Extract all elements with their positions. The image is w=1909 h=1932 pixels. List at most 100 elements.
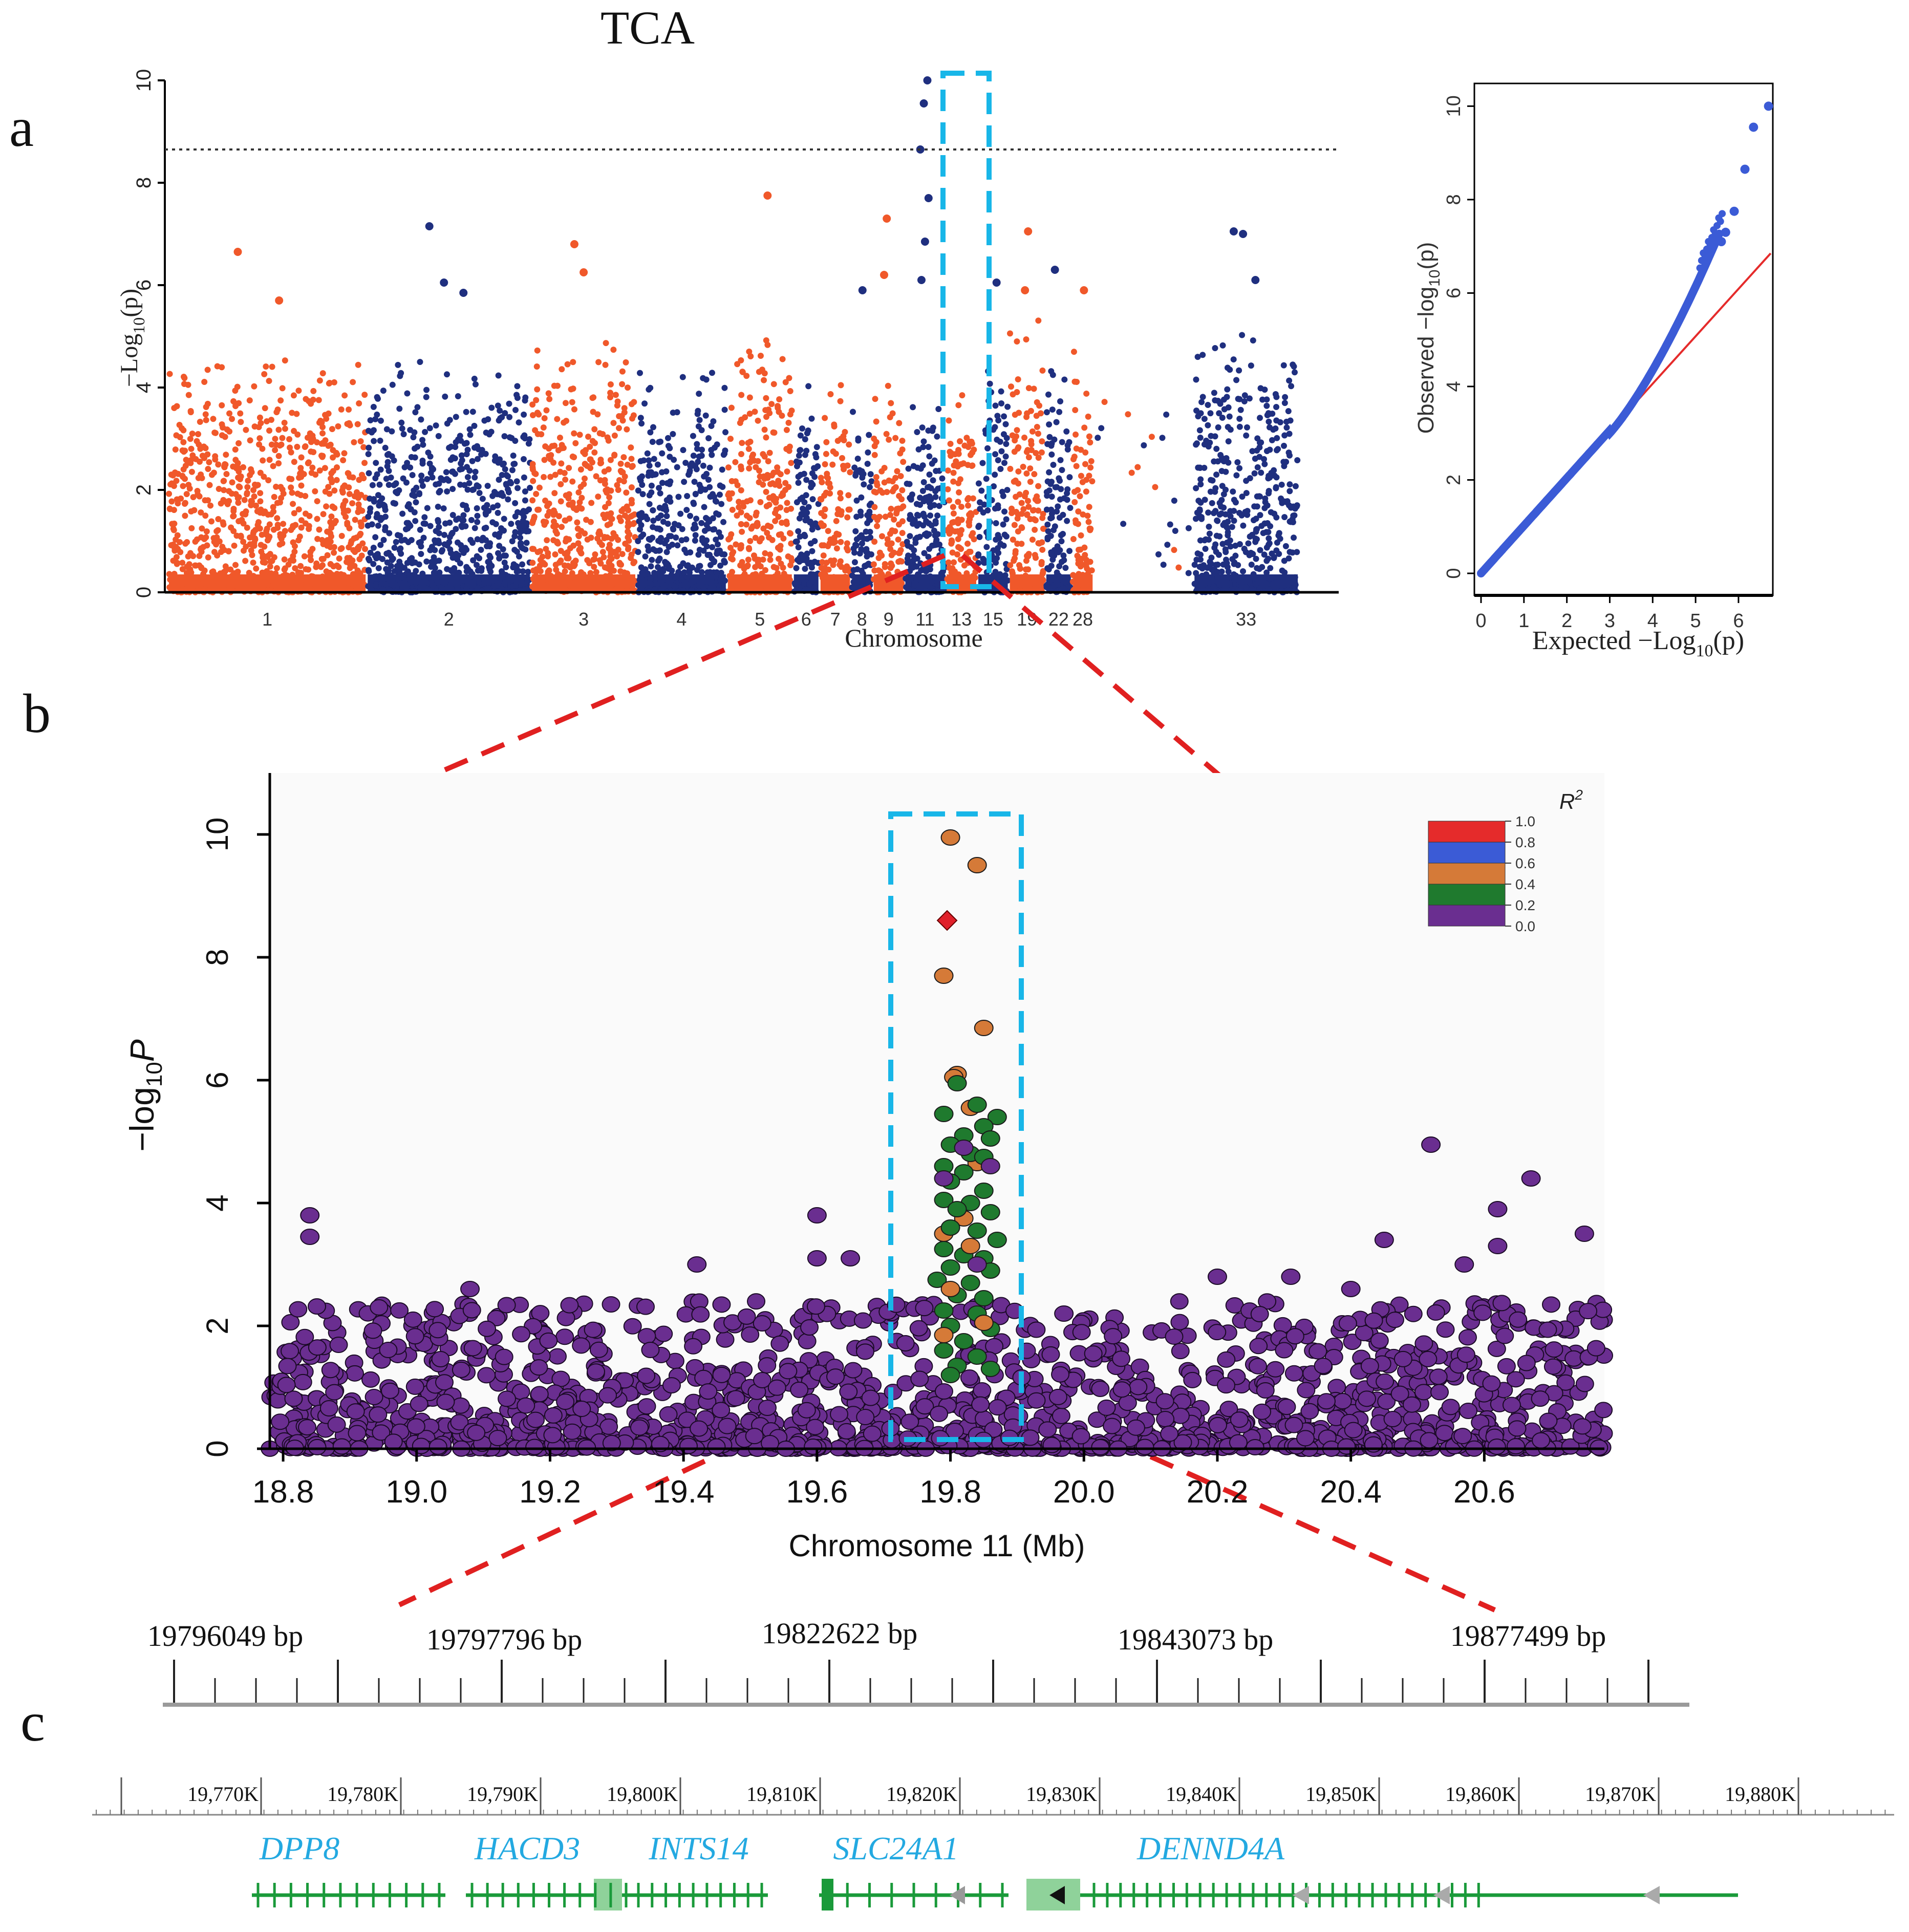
manhattan-point: [187, 436, 194, 442]
manhattan-point: [172, 446, 179, 453]
manhattan-point: [1197, 537, 1204, 544]
manhattan-point: [203, 576, 209, 583]
manhattan-point: [197, 582, 204, 588]
manhattan-point: [386, 530, 393, 536]
manhattan-point: [897, 450, 904, 457]
manhattan-point: [794, 463, 801, 469]
manhattan-point: [240, 539, 247, 545]
manhattan-point: [366, 444, 372, 451]
manhattan-point: [464, 486, 471, 493]
manhattan-point: [508, 521, 514, 527]
manhattan-point: [1290, 519, 1296, 526]
manhattan-point: [1057, 457, 1064, 463]
manhattan-point: [804, 430, 810, 437]
manhattan-point: [1253, 555, 1259, 562]
manhattan-point: [680, 447, 687, 454]
manhattan-point: [417, 526, 423, 533]
manhattan-point: [1008, 383, 1015, 390]
manhattan-point: [639, 514, 646, 521]
manhattan-point: [277, 580, 284, 587]
manhattan-point: [423, 558, 430, 565]
manhattan-point: [842, 573, 848, 580]
manhattan-point: [334, 571, 340, 577]
manhattan-point: [170, 577, 177, 584]
manhattan-point: [811, 474, 818, 480]
manhattan-point: [615, 486, 621, 493]
manhattan-point: [950, 469, 957, 476]
manhattan-point: [372, 534, 379, 541]
manhattan-point: [729, 506, 736, 513]
manhattan-point: [451, 565, 458, 571]
manhattan-point: [895, 536, 902, 543]
manhattan-point: [692, 491, 699, 498]
manhattan-point: [997, 466, 1004, 473]
manhattan-point: [1278, 481, 1285, 488]
manhattan-point: [449, 512, 456, 519]
manhattan-point: [692, 532, 699, 539]
manhattan-point: [906, 481, 913, 487]
manhattan-point: [559, 366, 565, 373]
manhattan-point: [838, 382, 844, 389]
manhattan-point: [968, 512, 975, 519]
manhattan-point: [277, 484, 284, 490]
manhattan-point: [276, 442, 283, 449]
manhattan-point: [1220, 522, 1227, 528]
manhattan-point: [400, 475, 406, 482]
manhattan-point: [646, 501, 653, 507]
manhattan-point: [819, 523, 826, 529]
manhattan-point: [763, 414, 770, 420]
qq-point: [1701, 253, 1709, 261]
manhattan-point: [646, 469, 652, 476]
manhattan-point: [646, 492, 653, 499]
manhattan-point: [762, 567, 768, 573]
manhattan-point: [970, 530, 976, 536]
manhattan-point: [358, 552, 365, 559]
manhattan-point: [602, 477, 608, 483]
chromosome-label: 2: [444, 609, 454, 630]
manhattan-point: [235, 475, 242, 481]
manhattan-point: [384, 559, 391, 566]
manhattan-point: [1044, 492, 1050, 499]
manhattan-point: [244, 484, 251, 490]
manhattan-point: [650, 518, 657, 524]
manhattan-point: [871, 443, 878, 449]
manhattan-point: [871, 539, 878, 545]
manhattan-point: [620, 454, 627, 461]
manhattan-point: [786, 530, 793, 536]
manhattan-point: [664, 521, 671, 527]
manhattan-y-label-main: −Log: [116, 334, 143, 387]
manhattan-point: [777, 504, 784, 511]
manhattan-point: [1227, 513, 1234, 520]
manhattan-point: [500, 546, 506, 552]
manhattan-point: [705, 477, 712, 483]
manhattan-point: [1207, 439, 1213, 446]
manhattan-point: [358, 583, 365, 589]
manhattan-point: [666, 481, 673, 487]
manhattan-point: [822, 461, 828, 467]
manhattan-point: [413, 499, 419, 506]
manhattan-point: [651, 456, 657, 462]
manhattan-point: [352, 517, 358, 523]
manhattan-point: [897, 547, 904, 553]
manhattan-point: [338, 406, 345, 413]
manhattan-point: [258, 548, 265, 555]
manhattan-point: [602, 564, 608, 571]
manhattan-point: [892, 475, 899, 481]
manhattan-point: [377, 417, 384, 424]
manhattan-point: [1226, 413, 1233, 420]
manhattan-point: [509, 467, 516, 474]
qq-y-label-tail: (p): [1413, 242, 1439, 270]
manhattan-point: [500, 461, 506, 468]
manhattan-point: [1221, 406, 1228, 413]
manhattan-point: [864, 461, 871, 467]
manhattan-point: [835, 578, 842, 585]
manhattan-point: [876, 549, 883, 556]
manhattan-point: [356, 543, 362, 550]
manhattan-point: [597, 560, 604, 567]
manhattan-point: [1152, 484, 1159, 490]
manhattan-point: [488, 404, 495, 411]
manhattan-point: [219, 402, 225, 409]
manhattan-point: [267, 559, 274, 565]
manhattan-point: [523, 540, 530, 546]
manhattan-point: [779, 356, 786, 362]
